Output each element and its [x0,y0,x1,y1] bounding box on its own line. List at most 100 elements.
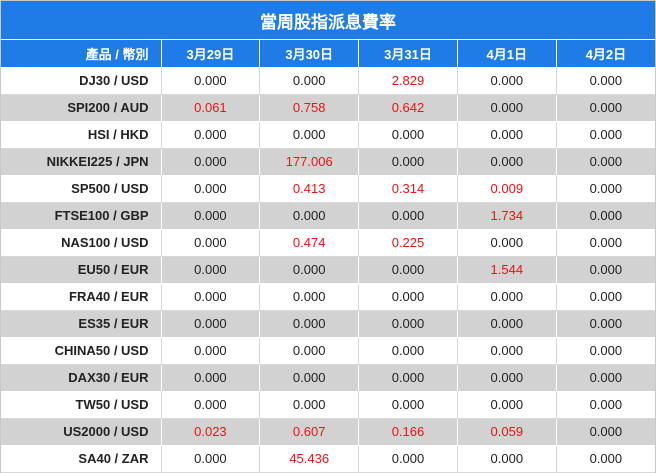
rate-cell: 0.642 [358,94,458,122]
rate-cell: 0.000 [358,445,458,473]
rate-cell: 0.000 [556,337,655,365]
rate-cell: 0.000 [556,256,655,284]
rate-cell: 0.000 [161,229,261,257]
dividend-rate-table: 產品 / 幣別 3月29日 3月30日 3月31日 4月1日 4月2日 DJ30… [1,40,655,473]
table-row: DJ30 / USD 0.000 0.000 2.829 0.000 0.000 [1,67,655,95]
rate-cell: 0.000 [457,94,557,122]
header-row: 產品 / 幣別 3月29日 3月30日 3月31日 4月1日 4月2日 [1,40,655,67]
column-header-day-4: 4月1日 [457,40,557,67]
table-row: NIKKEI225 / JPN 0.000 177.006 0.000 0.000 0.0… [1,148,655,176]
product-cell: DJ30 / USD [1,67,162,95]
rate-cell: 0.000 [259,364,360,392]
rate-cell: 0.000 [161,364,261,392]
rate-cell: 0.000 [161,121,261,149]
rate-cell: 0.000 [259,121,360,149]
rate-cell: 0.225 [358,229,458,257]
table-row: SPI200 / AUD 0.061 0.758 0.642 0.000 0.000 [1,94,655,122]
rate-cell: 45.436 [259,445,360,473]
rate-cell: 0.000 [457,229,557,257]
rate-cell: 0.607 [259,418,360,446]
product-cell: FRA40 / EUR [1,283,162,311]
product-cell: SP500 / USD [1,175,162,203]
rate-cell: 0.758 [259,94,360,122]
rate-cell: 0.023 [161,418,261,446]
rate-cell: 0.166 [358,418,458,446]
product-cell: US2000 / USD [1,418,162,446]
rate-cell: 0.000 [259,256,360,284]
table-row: ES35 / EUR 0.000 0.000 0.000 0.000 0.000 [1,310,655,338]
column-header-day-5: 4月2日 [556,40,655,67]
rate-cell: 0.000 [161,283,261,311]
product-cell: TW50 / USD [1,391,162,419]
table-row: US2000 / USD 0.023 0.607 0.166 0.059 0.000 [1,418,655,446]
rate-cell: 0.000 [161,310,261,338]
rate-cell: 0.000 [556,364,655,392]
rate-cell: 0.000 [556,121,655,149]
rate-cell: 0.000 [358,148,458,176]
column-header-product: 產品 / 幣別 [1,40,162,67]
rate-cell: 0.000 [556,283,655,311]
rate-cell: 1.544 [457,256,557,284]
rate-cell: 0.000 [457,364,557,392]
rate-cell: 0.000 [161,148,261,176]
product-cell: FTSE100 / GBP [1,202,162,230]
rate-cell: 0.000 [161,202,261,230]
rate-cell: 0.000 [161,67,261,95]
product-cell: NIKKEI225 / JPN [1,148,162,176]
product-cell: DAX30 / EUR [1,364,162,392]
rate-cell: 0.000 [556,94,655,122]
rate-cell: 0.000 [457,310,557,338]
rate-cell: 0.000 [259,202,360,230]
column-header-day-2: 3月30日 [259,40,360,67]
rate-cell: 0.000 [259,310,360,338]
table-row: CHINA50 / USD 0.000 0.000 0.000 0.000 0.000 [1,337,655,365]
table-row: DAX30 / EUR 0.000 0.000 0.000 0.000 0.000 [1,364,655,392]
table-row: FRA40 / EUR 0.000 0.000 0.000 0.000 0.000 [1,283,655,311]
rate-cell: 0.000 [259,337,360,365]
rate-cell: 0.000 [556,310,655,338]
table-row: EU50 / EUR 0.000 0.000 0.000 1.544 0.000 [1,256,655,284]
table-row: NAS100 / USD 0.000 0.474 0.225 0.000 0.000 [1,229,655,257]
rate-cell: 0.000 [457,337,557,365]
rate-cell: 0.000 [161,337,261,365]
rate-cell: 0.000 [457,391,557,419]
rate-cell: 0.000 [457,148,557,176]
table-title: 當周股指派息費率 [1,1,655,40]
rate-cell: 0.000 [259,391,360,419]
rate-cell: 0.000 [259,283,360,311]
rate-cell: 0.000 [457,67,557,95]
product-cell: SPI200 / AUD [1,94,162,122]
rate-cell: 0.000 [556,229,655,257]
rate-cell: 0.000 [161,391,261,419]
table-body: DJ30 / USD 0.000 0.000 2.829 0.000 0.000 SPI20… [1,67,655,473]
rate-cell: 0.000 [457,445,557,473]
rate-cell: 0.474 [259,229,360,257]
product-cell: HSI / HKD [1,121,162,149]
rate-cell: 0.059 [457,418,557,446]
table-row: FTSE100 / GBP 0.000 0.000 0.000 1.734 0.000 [1,202,655,230]
product-cell: EU50 / EUR [1,256,162,284]
rate-cell: 0.000 [358,391,458,419]
rate-cell: 0.000 [457,283,557,311]
rate-cell: 0.000 [161,256,261,284]
rate-cell: 0.000 [358,256,458,284]
product-cell: NAS100 / USD [1,229,162,257]
rate-cell: 0.000 [556,148,655,176]
table-row: TW50 / USD 0.000 0.000 0.000 0.000 0.000 [1,391,655,419]
rate-cell: 1.734 [457,202,557,230]
table-row: SA40 / ZAR 0.000 45.436 0.000 0.000 0.000 [1,445,655,473]
rate-cell: 0.000 [161,175,261,203]
rate-cell: 0.000 [556,418,655,446]
rate-cell: 2.829 [358,67,458,95]
rate-cell: 0.000 [556,445,655,473]
rate-cell: 0.000 [358,283,458,311]
rate-cell: 0.314 [358,175,458,203]
table-row: SP500 / USD 0.000 0.413 0.314 0.009 0.000 [1,175,655,203]
rate-cell: 0.000 [358,202,458,230]
column-header-day-3: 3月31日 [358,40,458,67]
rate-cell: 0.000 [358,364,458,392]
rate-cell: 0.000 [556,391,655,419]
rate-cell: 0.000 [161,445,261,473]
table-row: HSI / HKD 0.000 0.000 0.000 0.000 0.000 [1,121,655,149]
